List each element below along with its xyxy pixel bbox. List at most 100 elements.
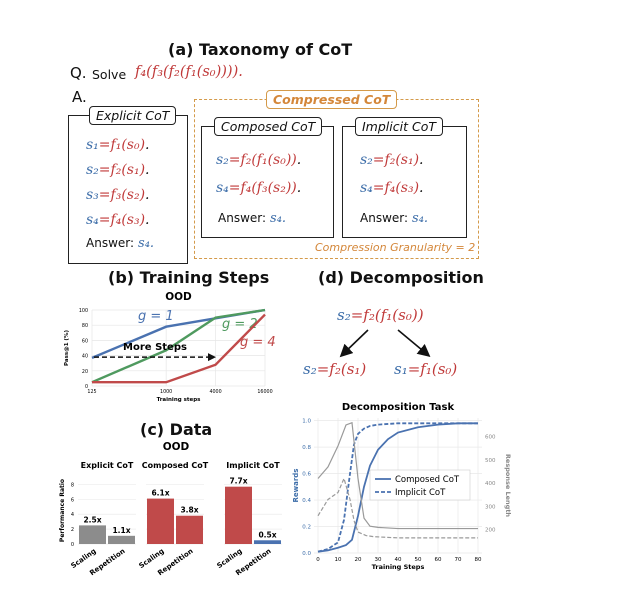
y-tick-label: 0.4 (302, 498, 311, 504)
equation-function: f₃(s₂) (110, 187, 146, 203)
equation-line: s₂=f₂(s₁). (86, 162, 150, 178)
y-tick-label: 20 (82, 369, 88, 375)
composed-answer: Answer: s₄. (218, 211, 286, 226)
bar (254, 540, 281, 544)
decomp-arrows (339, 329, 431, 358)
arrow-right (397, 329, 431, 358)
bar-value-label: 1.1x (112, 526, 130, 535)
group-title: Implicit CoT (226, 461, 280, 470)
equation-function: f₄(f₃(s₂)) (240, 180, 297, 196)
chart-title: Decomposition Task (342, 402, 455, 413)
equation-function: f₄(s₃) (384, 180, 420, 196)
series-line-4 (317, 476, 478, 539)
bar-value-label: 2.5x (83, 515, 101, 524)
y-tick-label: 0.6 (302, 472, 311, 478)
legend-label: Composed CoT (395, 475, 460, 485)
equation-period: . (145, 187, 150, 203)
equation-state: s₄ (216, 180, 229, 196)
bar-value-label: 6.1x (151, 489, 169, 498)
legend-label: Implicit CoT (395, 488, 446, 498)
decomp-top-equation: s₂=f₂(f₁(s₀)) (337, 306, 424, 324)
equation-equals: = (372, 152, 385, 168)
explicit-cot-label: Explicit CoT (89, 106, 177, 125)
question-label: Q. (70, 64, 87, 82)
group-title: Explicit CoT (81, 461, 134, 470)
series-label: g = 1 (138, 309, 174, 324)
y2-tick-label: 400 (485, 481, 496, 487)
bar-value-label: 3.8x (180, 506, 198, 515)
answer-value: s₄. (138, 236, 155, 251)
y2-axis-label: Response Length (504, 454, 512, 518)
equation-equals: = (98, 187, 111, 203)
equation-line: s₁=f₁(s₀). (86, 137, 150, 153)
y-tick-label: 0.8 (302, 445, 311, 451)
equation-period: . (145, 137, 150, 153)
y-tick-label: 1.0 (302, 419, 311, 425)
answer-text: Answer: (86, 236, 135, 250)
equation-state: s₂ (86, 162, 99, 178)
y2-tick-label: 500 (485, 458, 496, 464)
decomposition-task-chart: Decomposition Task0.00.20.40.60.81.02003… (292, 402, 512, 571)
equation-equals: = (98, 212, 111, 228)
y-tick-label: 0.2 (302, 525, 311, 531)
equation-period: . (419, 180, 424, 196)
x-axis-label: Training Steps (372, 563, 425, 571)
answer-value: s₄. (412, 211, 429, 226)
x-tick-label: 10 (335, 557, 342, 563)
y-axis-label: Rewards (292, 469, 300, 503)
bar-value-label: 7.7x (229, 477, 247, 486)
x-tick-label: 40 (395, 557, 402, 563)
decomp-left-equation: s₂=f₂(s₁) (303, 360, 367, 378)
equation-function: f₁(s₀) (110, 137, 146, 153)
training-steps-title: (b) Training Steps (108, 268, 270, 287)
bar (79, 525, 106, 544)
composed-cot-label: Composed CoT (214, 117, 323, 136)
answer-value: s₄. (270, 211, 287, 226)
equation-period: . (296, 180, 302, 196)
equation-function: f₂(s₁) (110, 162, 146, 178)
decomp-right-equation: s₁=f₁(s₀) (394, 360, 458, 378)
y2-tick-label: 600 (485, 435, 496, 441)
arrow-left (339, 329, 369, 358)
bar (147, 498, 174, 544)
y-tick-label: 2 (71, 527, 74, 533)
bar (176, 515, 203, 544)
x-tick-label: 1000 (160, 389, 172, 395)
equation-period: . (145, 212, 150, 228)
equation-line: s₂=f₂(f₁(s₀)). (216, 152, 301, 168)
answer-text: Answer: (360, 211, 409, 225)
equation-line: s₄=f₄(f₃(s₂)). (216, 180, 301, 196)
decomposition-title: (d) Decomposition (318, 268, 484, 287)
equation-period: . (419, 152, 424, 168)
bar-value-label: 0.5x (258, 530, 276, 539)
equation-equals: = (228, 152, 241, 168)
series-line-2 (91, 308, 266, 384)
x-axis-label: Training steps (157, 397, 202, 403)
series-line-2 (317, 422, 478, 553)
x-tick-label: 30 (375, 557, 382, 563)
compression-granularity: Compression Granularity = 2 (315, 241, 476, 254)
equation-line: s₄=f₄(s₃). (86, 212, 150, 228)
equation-state: s₁ (86, 137, 99, 153)
y-tick-label: 100 (79, 308, 88, 314)
equation-function: f₄(s₃) (110, 212, 146, 228)
y-tick-label: 0 (71, 542, 74, 548)
equation-equals: = (228, 180, 241, 196)
group-title: Composed CoT (142, 461, 209, 470)
y-tick-label: 0.0 (302, 551, 311, 557)
explicit-answer: Answer: s₄. (86, 236, 154, 251)
y-tick-label: 6 (71, 497, 74, 503)
series-label: g = 4 (240, 335, 276, 350)
x-tick-label: 16000 (257, 389, 272, 395)
series-line-3 (92, 313, 266, 384)
x-tick-label: 50 (415, 557, 422, 563)
chart-subtitle: OOD (163, 441, 190, 453)
data-title: (c) Data (140, 420, 213, 439)
x-tick-label: 4000 (209, 389, 221, 395)
bar (108, 535, 135, 544)
taxonomy-title: (a) Taxonomy of CoT (168, 40, 353, 59)
x-tick-label: 80 (475, 557, 482, 563)
implicit-answer: Answer: s₄. (360, 211, 428, 226)
equation-equals: = (372, 180, 385, 196)
